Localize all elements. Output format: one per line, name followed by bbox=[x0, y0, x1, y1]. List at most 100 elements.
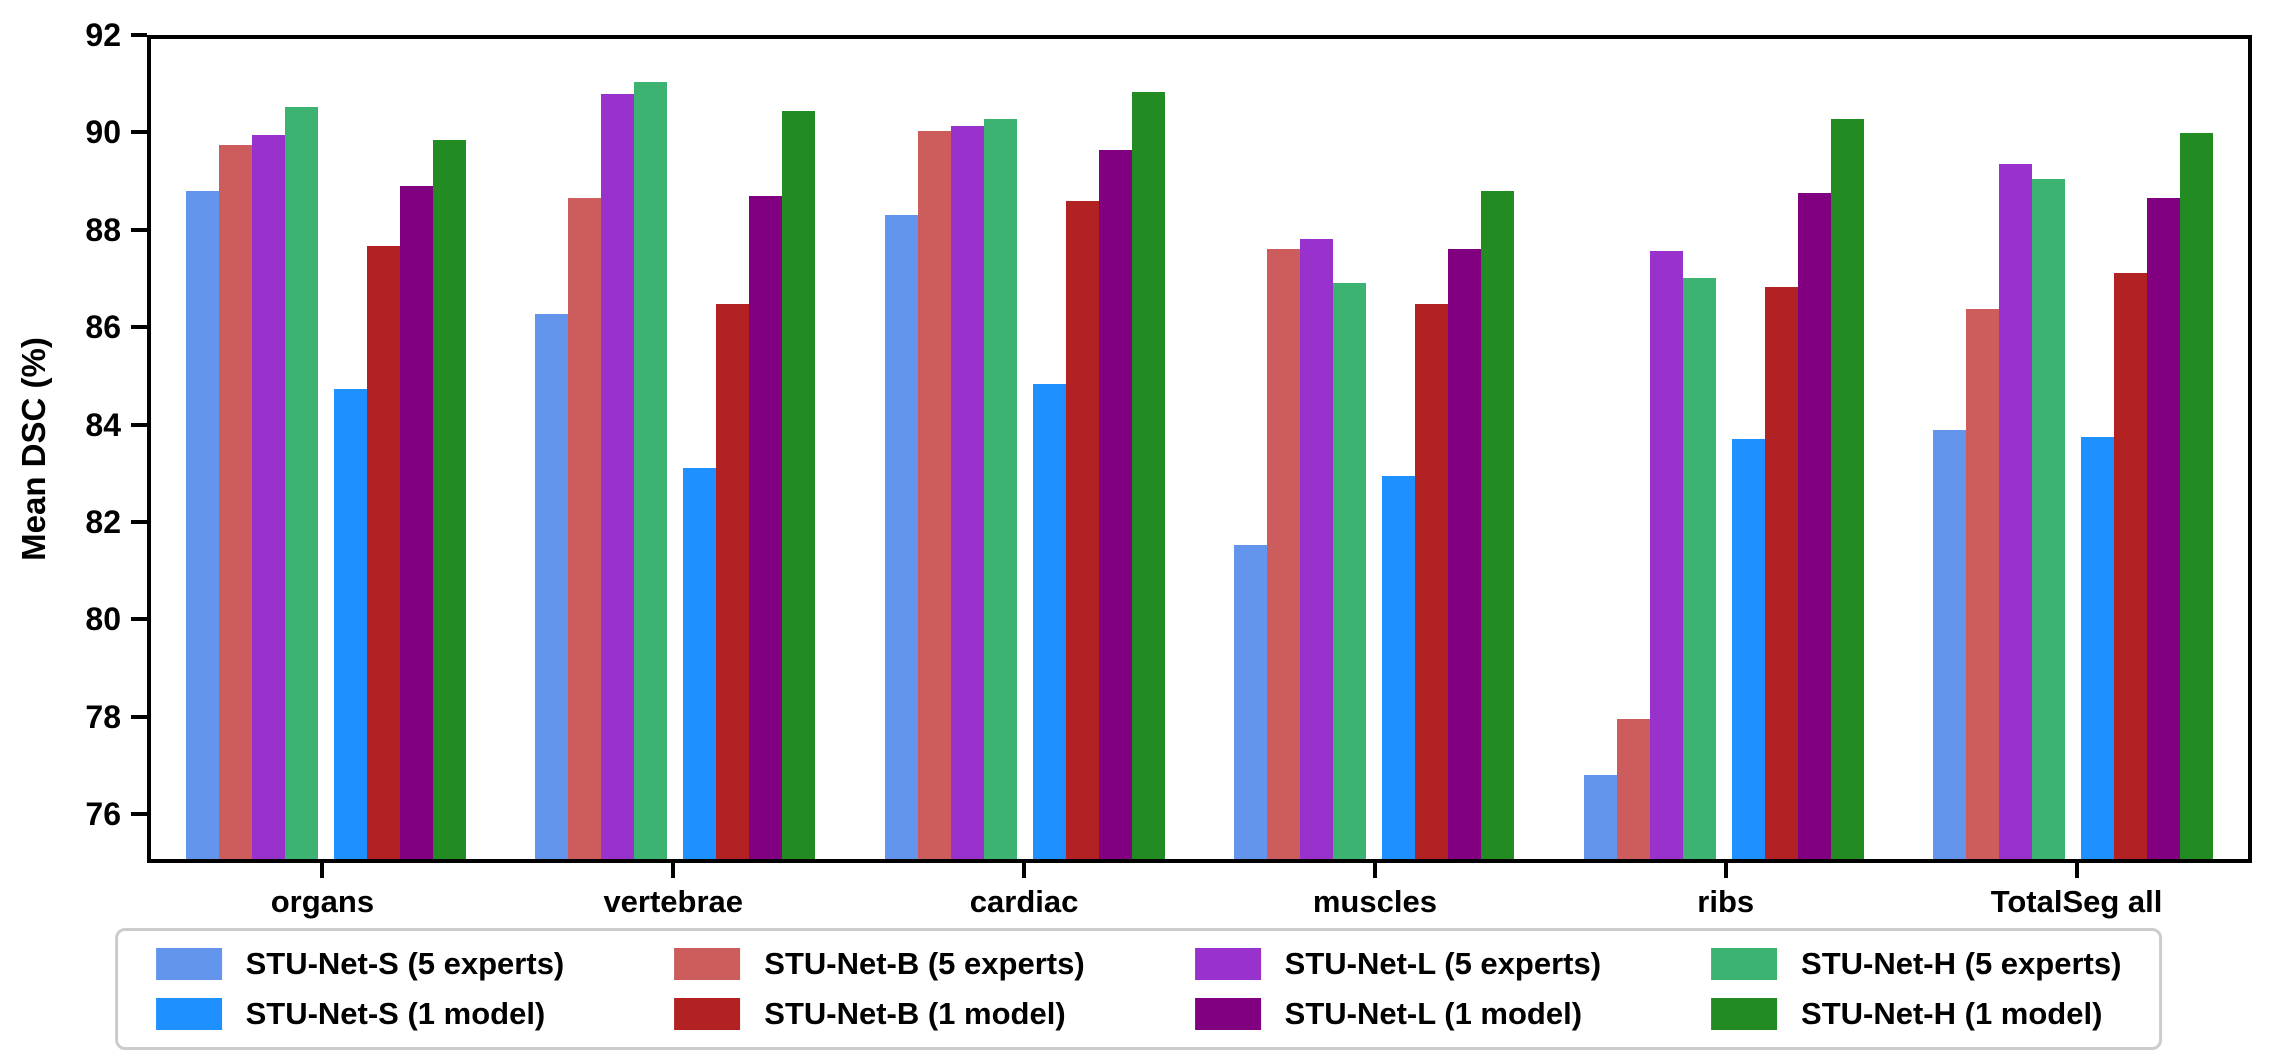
y-tick-mark bbox=[131, 227, 147, 232]
legend-swatch bbox=[155, 998, 222, 1030]
legend-entry: STU-Net-B (1 model) bbox=[674, 996, 1084, 1032]
x-axis-cell: muscles bbox=[1199, 863, 1550, 920]
x-tick-mark bbox=[1723, 863, 1728, 878]
bar bbox=[1267, 248, 1301, 859]
legend-swatch bbox=[674, 998, 741, 1030]
bar bbox=[1731, 439, 1765, 859]
bar bbox=[1415, 304, 1449, 859]
bar bbox=[2147, 198, 2181, 859]
legend-label: STU-Net-B (5 experts) bbox=[764, 946, 1085, 981]
legend-swatch bbox=[155, 948, 222, 980]
bar bbox=[2114, 272, 2148, 859]
bar bbox=[2180, 133, 2214, 859]
bar bbox=[2081, 436, 2115, 859]
bar bbox=[251, 135, 285, 859]
legend-entry: STU-Net-H (1 model) bbox=[1711, 996, 2121, 1032]
y-tick-mark bbox=[131, 130, 147, 135]
legend-entry: STU-Net-B (5 experts) bbox=[674, 946, 1085, 982]
x-tick-label: muscles bbox=[1312, 884, 1437, 919]
bar bbox=[1032, 383, 1066, 859]
x-axis-cell: vertebrae bbox=[498, 863, 849, 920]
plot-area bbox=[147, 35, 2252, 863]
x-axis-cell: TotalSeg all bbox=[1901, 863, 2252, 920]
bar-group-totalseg-all bbox=[1899, 39, 2249, 859]
bar bbox=[950, 125, 984, 859]
bar-group-ribs bbox=[1549, 39, 1899, 859]
x-axis-cell: ribs bbox=[1550, 863, 1901, 920]
x-axis: organs vertebrae cardiac muscles ribs TotalSe… bbox=[147, 863, 2252, 920]
legend-swatch bbox=[674, 948, 741, 980]
legend-entry: STU-Net-S (5 experts) bbox=[155, 946, 565, 982]
x-tick-mark bbox=[671, 863, 676, 878]
bar bbox=[1830, 118, 1864, 859]
bar bbox=[1481, 190, 1515, 859]
bar-group-organs bbox=[151, 39, 501, 859]
bar bbox=[1682, 277, 1716, 859]
bar bbox=[284, 106, 318, 859]
bar bbox=[1448, 248, 1482, 859]
legend-label: STU-Net-S (5 experts) bbox=[245, 946, 565, 981]
bar bbox=[884, 215, 918, 859]
bar bbox=[716, 304, 750, 859]
bar bbox=[535, 313, 569, 859]
x-tick-label: cardiac bbox=[969, 884, 1079, 919]
bar bbox=[634, 82, 668, 859]
bar bbox=[683, 468, 717, 859]
bar-group-cardiac bbox=[850, 39, 1200, 859]
bar bbox=[1999, 164, 2033, 859]
x-tick-label: TotalSeg all bbox=[1990, 884, 2163, 919]
bar bbox=[568, 198, 602, 859]
bar bbox=[1797, 193, 1831, 859]
legend-entry: STU-Net-H (5 experts) bbox=[1711, 946, 2121, 982]
x-axis-cell: cardiac bbox=[849, 863, 1200, 920]
legend-entry: STU-Net-L (1 model) bbox=[1194, 996, 1601, 1032]
bar bbox=[366, 246, 400, 859]
legend: STU-Net-S (5 experts) STU-Net-S (1 model)… bbox=[114, 928, 2163, 1050]
legend-label: STU-Net-B (1 model) bbox=[764, 996, 1066, 1031]
legend-label: STU-Net-S (1 model) bbox=[245, 996, 546, 1031]
x-tick-mark bbox=[1022, 863, 1027, 878]
bar bbox=[185, 190, 219, 859]
legend-label: STU-Net-H (1 model) bbox=[1801, 996, 2103, 1031]
legend-swatch bbox=[1194, 998, 1261, 1030]
x-tick-label: organs bbox=[270, 884, 375, 919]
bar bbox=[1300, 239, 1334, 859]
legend-entry: STU-Net-L (5 experts) bbox=[1194, 946, 1602, 982]
bar bbox=[1649, 251, 1683, 859]
bar bbox=[983, 118, 1017, 859]
x-tick-mark bbox=[2074, 863, 2079, 878]
bar bbox=[917, 130, 951, 859]
y-tick-mark bbox=[131, 617, 147, 622]
bar bbox=[749, 195, 783, 859]
bar bbox=[218, 145, 252, 859]
bar bbox=[1333, 282, 1367, 859]
bar-group-vertebrae bbox=[501, 39, 851, 859]
x-axis-cell: organs bbox=[147, 863, 498, 920]
legend-entry: STU-Net-S (1 model) bbox=[155, 996, 565, 1032]
bar bbox=[333, 388, 367, 859]
bar bbox=[1098, 149, 1132, 859]
y-axis: 76 78 80 82 84 86 88 90 92 bbox=[0, 19, 147, 863]
x-tick-label: ribs bbox=[1697, 884, 1755, 919]
legend-label: STU-Net-L (1 model) bbox=[1284, 996, 1583, 1031]
bar bbox=[1764, 287, 1798, 859]
y-tick-mark bbox=[131, 325, 147, 330]
legend-label: STU-Net-L (5 experts) bbox=[1284, 946, 1602, 981]
bar bbox=[1583, 774, 1617, 859]
y-tick-mark bbox=[131, 714, 147, 719]
legend-swatch bbox=[1711, 998, 1778, 1030]
y-tick-mark bbox=[131, 812, 147, 817]
bar bbox=[1065, 200, 1099, 859]
bar bbox=[1966, 309, 2000, 859]
bar bbox=[601, 94, 635, 859]
x-tick-mark bbox=[320, 863, 325, 878]
y-tick-mark bbox=[131, 33, 147, 37]
bar bbox=[2032, 178, 2066, 859]
bar-group-muscles bbox=[1200, 39, 1550, 859]
bar bbox=[1234, 545, 1268, 859]
bar bbox=[1616, 719, 1650, 859]
legend-swatch bbox=[1194, 948, 1261, 980]
bar bbox=[1382, 475, 1416, 859]
bar bbox=[399, 186, 433, 859]
